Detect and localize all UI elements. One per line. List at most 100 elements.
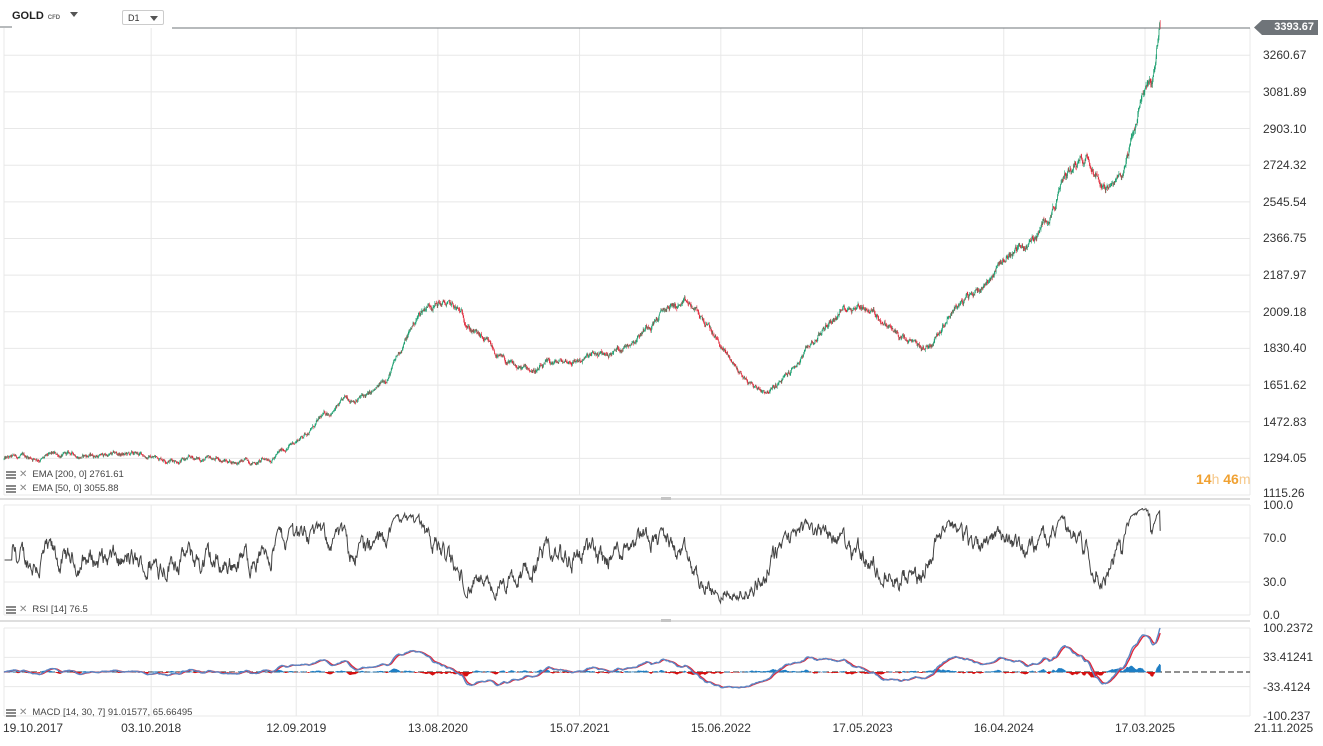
macd-histogram-bar	[147, 672, 149, 673]
candle-body	[465, 324, 466, 326]
macd-histogram-bar	[596, 672, 598, 673]
macd-histogram-bar	[23, 671, 25, 673]
candle-body	[873, 308, 875, 312]
candle-body	[680, 304, 681, 307]
candle-body	[341, 398, 342, 400]
candle-body	[503, 355, 505, 358]
macd-histogram-bar	[494, 672, 496, 675]
candle-body	[395, 356, 397, 359]
candle-body	[73, 454, 75, 456]
candle-body	[1129, 145, 1130, 151]
candle-body	[221, 461, 223, 463]
candle-body	[793, 366, 794, 368]
macd-histogram-bar	[269, 672, 271, 673]
candle-body	[929, 345, 931, 347]
candle-body	[541, 365, 543, 368]
candle-body	[472, 330, 473, 332]
candle-body	[79, 457, 81, 459]
candle-body	[828, 324, 829, 327]
macd-histogram-bar	[275, 670, 277, 673]
candle-body	[9, 455, 11, 457]
candle-body	[442, 300, 444, 303]
candle-body	[1027, 244, 1029, 247]
macd-histogram-bar	[487, 671, 489, 673]
candle-body	[576, 359, 578, 362]
candle-body	[1066, 174, 1067, 178]
candle-body	[994, 270, 996, 272]
candle-body	[877, 315, 879, 319]
macd-histogram-bar	[435, 672, 437, 674]
candle-body	[430, 306, 432, 308]
macd-histogram-bar	[347, 672, 349, 674]
candle-body	[890, 327, 892, 328]
candle-body	[24, 456, 26, 458]
candle-body	[343, 397, 345, 398]
macd-histogram-bar	[146, 672, 148, 674]
candle-body	[415, 322, 416, 324]
macd-histogram-bar	[340, 670, 342, 673]
macd-histogram-bar	[460, 672, 462, 674]
candle-body	[960, 300, 962, 303]
macd-histogram-bar	[375, 671, 378, 673]
candle-body	[173, 460, 174, 462]
candle-body	[1056, 200, 1058, 202]
candle-body	[730, 359, 732, 362]
candle-body	[82, 454, 84, 457]
candle-body	[1146, 85, 1147, 87]
macd-histogram-bar	[308, 672, 310, 673]
macd-histogram-bar	[319, 670, 321, 673]
macd-histogram-bar	[520, 671, 522, 673]
macd-histogram-bar	[111, 671, 113, 673]
candle-body	[723, 348, 724, 350]
candle-body	[1014, 248, 1016, 251]
candle-body	[1002, 259, 1004, 261]
candle-body	[1147, 82, 1149, 84]
macd-histogram-bar	[476, 670, 478, 673]
candle-body	[233, 462, 234, 463]
candle-body	[466, 327, 468, 328]
candle-body	[711, 330, 712, 334]
candle-body	[364, 394, 366, 397]
candle-body	[134, 452, 135, 454]
macd-histogram-bar	[282, 671, 284, 673]
candle-body	[70, 453, 72, 455]
candle-body	[973, 293, 975, 295]
candle-body	[717, 338, 719, 340]
candle-body	[421, 310, 423, 313]
macd-histogram-bar	[320, 671, 322, 673]
candle-body	[1069, 168, 1071, 171]
candle-body	[262, 458, 264, 460]
macd-histogram-bar	[423, 672, 425, 674]
candle-body	[314, 426, 315, 428]
candle-body	[1100, 184, 1101, 187]
candle-body	[1093, 175, 1095, 177]
macd-histogram-bar	[68, 671, 70, 673]
candle-body	[506, 362, 508, 365]
macd-histogram-bar	[394, 668, 396, 673]
candle-body	[871, 310, 873, 312]
candle-body	[554, 360, 556, 361]
macd-histogram-bar	[529, 672, 531, 673]
candle-body	[736, 367, 737, 369]
candle-body	[683, 300, 684, 302]
candle-body	[528, 369, 530, 371]
candle-body	[995, 270, 996, 272]
candle-body	[1018, 244, 1019, 247]
candle-body	[519, 366, 521, 368]
candle-body	[724, 349, 726, 352]
candle-body	[302, 437, 304, 438]
candle-body	[127, 453, 128, 455]
candle-body	[311, 428, 312, 430]
candle-body	[98, 456, 99, 458]
candle-body	[1133, 129, 1135, 133]
candle-body	[654, 320, 655, 322]
candle-body	[1017, 246, 1019, 248]
macd-histogram-bar	[341, 670, 343, 673]
macd-histogram-bar	[350, 672, 352, 675]
macd-histogram-bar	[444, 672, 447, 674]
candle-body	[543, 364, 544, 367]
candle-body	[551, 362, 552, 364]
candle-body	[665, 309, 666, 311]
